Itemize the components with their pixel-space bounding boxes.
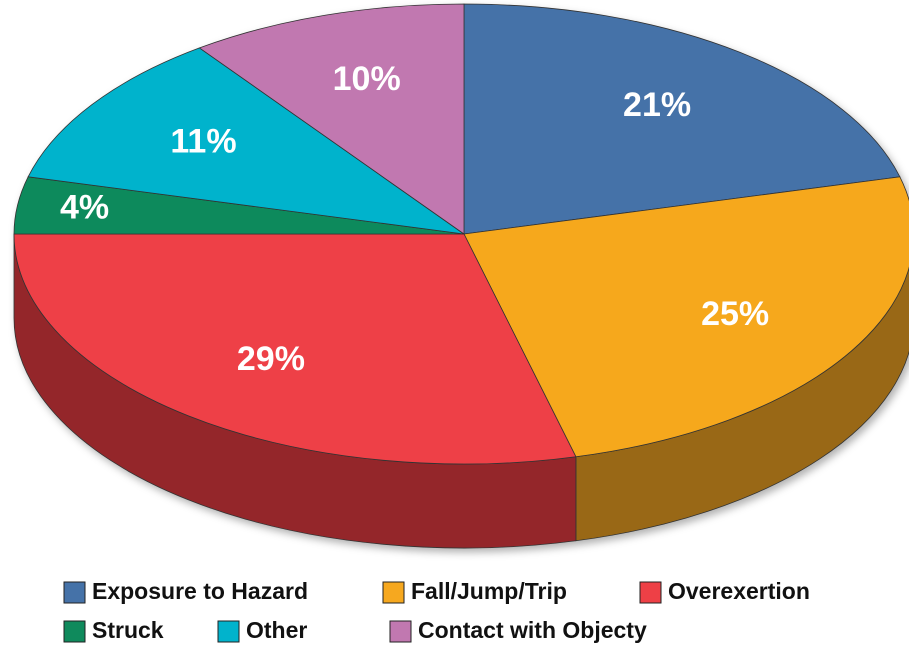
legend-label: Overexertion bbox=[668, 578, 810, 604]
data-label: 21% bbox=[623, 86, 691, 124]
legend-swatch bbox=[63, 620, 86, 643]
pie-slice bbox=[27, 47, 465, 235]
legend-label: Fall/Jump/Trip bbox=[411, 578, 567, 604]
legend-label: Contact with Objecty bbox=[418, 617, 647, 643]
data-label: 29% bbox=[237, 340, 305, 378]
labels: 21% 25% 29% 4% 11% 10% bbox=[60, 60, 769, 378]
data-label: 25% bbox=[701, 295, 769, 333]
data-label: 4% bbox=[60, 188, 109, 226]
legend-swatch bbox=[639, 581, 662, 604]
legend-label: Other bbox=[246, 617, 307, 643]
legend: Exposure to Hazard Fall/Jump/Trip Overexer… bbox=[63, 578, 810, 643]
legend-swatch bbox=[389, 620, 412, 643]
pie-slice bbox=[198, 3, 465, 235]
pie bbox=[13, 3, 909, 549]
legend-label: Exposure to Hazard bbox=[92, 578, 308, 604]
data-label: 10% bbox=[333, 60, 401, 98]
pie-slice bbox=[13, 233, 577, 465]
legend-swatch bbox=[217, 620, 240, 643]
legend-label: Struck bbox=[92, 617, 164, 643]
data-label: 11% bbox=[170, 122, 236, 160]
pie-slice bbox=[463, 3, 901, 235]
pie-slice bbox=[463, 176, 909, 458]
legend-swatch bbox=[382, 581, 405, 604]
legend-swatch bbox=[63, 581, 86, 604]
